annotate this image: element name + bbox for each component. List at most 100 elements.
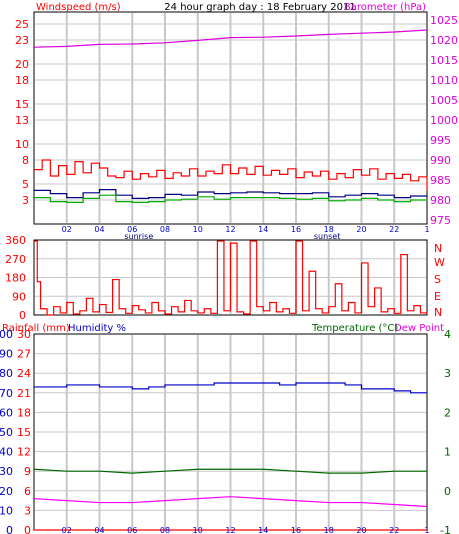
barometer-axis-label: Barometer (hPa) — [344, 2, 426, 13]
sunrise-label: sunrise — [124, 232, 153, 241]
rainfall-tick-label: 6 — [24, 485, 31, 498]
direction-tick-label: 360 — [5, 234, 26, 247]
barometer-tick-label: 1015 — [430, 54, 458, 67]
barometer-tick-label: 1010 — [430, 74, 458, 87]
humidity-tick-label: 60 — [0, 406, 13, 419]
x-tick-label: 06 — [127, 225, 137, 234]
barometer-tick-label: 985 — [430, 174, 451, 187]
series-line — [34, 189, 428, 199]
temperature-tick-label: 3 — [444, 367, 451, 380]
windspeed-axis-label: Windspeed (m/s) — [36, 2, 121, 13]
series-line — [33, 496, 428, 508]
series-line — [33, 468, 427, 474]
humidity-tick-label: 90 — [0, 348, 13, 361]
rainfall-tick-label: 3 — [24, 504, 31, 517]
x-tick-label: 1 — [424, 225, 429, 234]
humidity-tick-label: 50 — [0, 426, 13, 439]
windspeed-tick-label: 18 — [15, 74, 29, 87]
windspeed-tick-label: 5 — [22, 178, 29, 191]
windspeed-tick-label: 20 — [15, 58, 29, 71]
series-line — [34, 159, 428, 191]
x-tick-label: 10 — [193, 225, 203, 234]
x-tick-label: 02 — [62, 225, 72, 234]
windspeed-tick-label: 13 — [15, 114, 29, 127]
x-tick-label: 1 — [424, 526, 429, 534]
x-tick-label: 20 — [356, 526, 366, 534]
compass-label: N — [434, 306, 442, 319]
humidity-tick-label: 30 — [0, 465, 13, 478]
compass-label: W — [434, 256, 445, 269]
temperature-tick-label: 2 — [444, 406, 451, 419]
barometer-tick-label: 980 — [430, 194, 451, 207]
x-tick-label: 04 — [94, 526, 104, 534]
x-tick-label: 18 — [324, 225, 334, 234]
barometer-tick-label: 1020 — [430, 34, 458, 47]
x-tick-label: 16 — [291, 526, 301, 534]
windspeed-tick-label: 8 — [22, 154, 29, 167]
temperature-axis-label: Temperature (°C) — [311, 323, 398, 334]
x-tick-label: 18 — [324, 526, 334, 534]
series-line — [33, 29, 428, 48]
x-tick-label: 16 — [291, 225, 301, 234]
barometer-tick-label: 990 — [430, 154, 451, 167]
x-tick-label: 20 — [356, 225, 366, 234]
humidity-tick-label: 20 — [0, 485, 13, 498]
temperature-tick-label: 4 — [444, 328, 451, 341]
barometer-tick-label: 1000 — [430, 114, 458, 127]
x-tick-label: 22 — [389, 526, 399, 534]
windspeed-tick-label: 10 — [15, 138, 29, 151]
windspeed-tick-label: 23 — [15, 34, 29, 47]
series-line — [34, 382, 427, 394]
temperature-tick-label: 0 — [444, 485, 451, 498]
rainfall-tick-label: 15 — [17, 426, 31, 439]
x-tick-label: 08 — [160, 526, 170, 534]
rainfall-tick-label: 12 — [17, 446, 31, 459]
rainfall-tick-label: 0 — [24, 524, 31, 534]
barometer-tick-label: 995 — [430, 134, 451, 147]
rainfall-axis-label: Rainfall (mm) — [2, 323, 70, 334]
barometer-tick-label: 975 — [430, 214, 451, 227]
temperature-tick-label: 1 — [444, 446, 451, 459]
x-tick-label: 08 — [160, 225, 170, 234]
direction-tick-label: 270 — [5, 253, 26, 266]
humidity-tick-label: 80 — [0, 367, 13, 380]
wind-direction-line — [34, 240, 428, 316]
humidity-tick-label: 40 — [0, 446, 13, 459]
sunset-label: sunset — [314, 232, 341, 241]
compass-label: N — [434, 242, 442, 255]
x-tick-label: 10 — [193, 526, 203, 534]
humidity-tick-label: 100 — [0, 328, 13, 341]
rainfall-tick-label: 9 — [24, 465, 31, 478]
dew-point-axis-label: Dew Point — [394, 323, 444, 334]
temperature-tick-label: -1 — [440, 524, 451, 534]
x-tick-label: 02 — [62, 526, 72, 534]
x-tick-label: 14 — [258, 225, 268, 234]
rainfall-tick-label: 30 — [17, 328, 31, 341]
windspeed-tick-label: 25 — [15, 18, 29, 31]
rainfall-tick-label: 18 — [17, 406, 31, 419]
chart-title: 24 hour graph day : 18 February 2011 — [164, 2, 355, 13]
rainfall-tick-label: 24 — [17, 367, 31, 380]
x-tick-label: 04 — [94, 225, 104, 234]
x-tick-label: 12 — [225, 225, 235, 234]
x-tick-label: 06 — [127, 526, 137, 534]
series-line — [34, 194, 428, 203]
x-tick-label: 14 — [258, 526, 268, 534]
humidity-axis-label: Humidity % — [68, 323, 126, 334]
humidity-tick-label: 0 — [6, 524, 13, 534]
windspeed-tick-label: 3 — [22, 194, 29, 207]
compass-label: S — [434, 273, 441, 286]
compass-label: E — [434, 290, 441, 303]
rainfall-tick-label: 27 — [17, 348, 31, 361]
humidity-tick-label: 70 — [0, 387, 13, 400]
direction-tick-label: 0 — [19, 309, 26, 322]
direction-tick-label: 180 — [5, 272, 26, 285]
windspeed-tick-label: 15 — [15, 98, 29, 111]
humidity-tick-label: 10 — [0, 504, 13, 517]
x-tick-label: 22 — [389, 225, 399, 234]
x-tick-label: 12 — [225, 526, 235, 534]
rainfall-tick-label: 21 — [17, 387, 31, 400]
direction-tick-label: 90 — [12, 290, 26, 303]
